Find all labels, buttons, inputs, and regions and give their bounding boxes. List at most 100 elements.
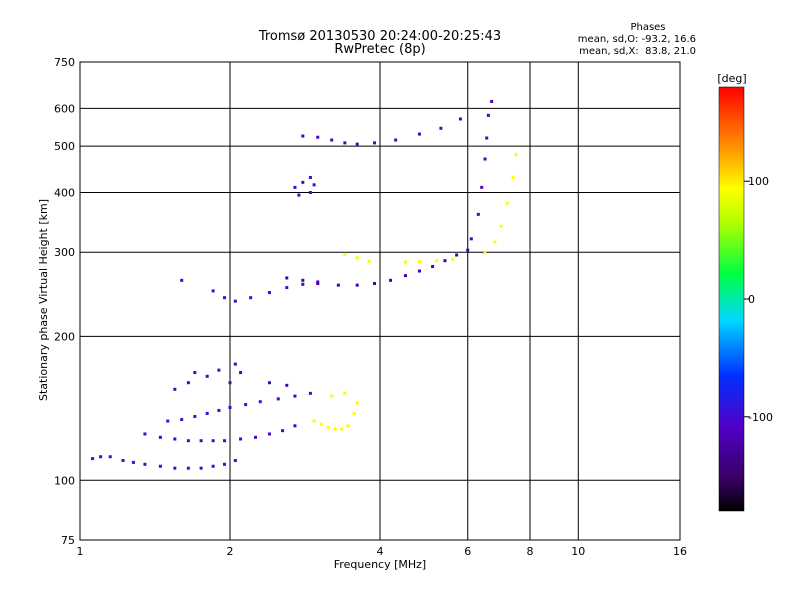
data-point: [285, 286, 289, 290]
data-point: [466, 248, 470, 252]
data-point: [316, 280, 320, 284]
y-tick-label: 500: [54, 140, 75, 153]
data-point: [483, 157, 487, 161]
data-point: [319, 422, 323, 426]
data-point: [228, 405, 232, 409]
data-point: [233, 299, 237, 303]
data-point: [352, 411, 356, 415]
data-point: [394, 138, 398, 142]
data-point: [336, 283, 340, 287]
data-point: [186, 381, 190, 385]
data-point: [340, 427, 344, 431]
data-point: [244, 403, 248, 407]
data-point: [211, 439, 215, 443]
data-point: [281, 429, 285, 433]
data-point: [435, 259, 439, 263]
data-point: [293, 185, 297, 189]
data-point: [373, 141, 377, 145]
data-point: [297, 193, 301, 197]
data-point: [293, 424, 297, 428]
data-point: [223, 439, 227, 443]
data-point: [199, 466, 203, 470]
x-ticks: 1 2 4 6 8 10 16: [77, 545, 688, 558]
data-point: [158, 435, 162, 439]
plot-frame: [79, 61, 681, 541]
data-point: [417, 269, 421, 273]
colorbar-tick-label: 0: [748, 293, 755, 306]
data-point: [193, 414, 197, 418]
data-point: [249, 296, 253, 300]
data-point: [355, 142, 359, 146]
colorbar-tick-label: 100: [748, 175, 769, 188]
data-point: [480, 185, 484, 189]
data-point: [267, 291, 271, 295]
data-point: [253, 435, 257, 439]
y-tick-label: 750: [54, 56, 75, 69]
data-point: [205, 411, 209, 415]
data-point: [486, 113, 490, 117]
data-point: [108, 455, 112, 459]
data-point: [180, 418, 184, 422]
data-point: [99, 455, 103, 459]
data-point: [239, 371, 243, 375]
data-point: [301, 180, 305, 184]
data-point: [205, 374, 209, 378]
data-point: [499, 224, 503, 228]
data-point: [217, 408, 221, 412]
data-point: [228, 381, 232, 385]
data-point: [193, 371, 197, 375]
x-tick-label: 10: [571, 545, 585, 558]
data-point: [308, 175, 312, 179]
data-point: [476, 212, 480, 216]
data-point: [343, 252, 347, 256]
data-point: [346, 424, 350, 428]
data-point: [367, 259, 371, 263]
data-point: [343, 391, 347, 395]
y-tick-label: 200: [54, 330, 75, 343]
data-point: [301, 282, 305, 286]
data-point: [451, 257, 455, 261]
data-point: [403, 260, 407, 264]
data-point: [417, 259, 421, 263]
data-point: [431, 265, 435, 269]
data-point: [493, 240, 497, 244]
data-point: [166, 419, 170, 423]
data-point: [211, 289, 215, 293]
x-tick-label: 6: [464, 545, 471, 558]
data-point: [158, 464, 162, 468]
x-tick-label: 16: [673, 545, 687, 558]
data-point: [173, 466, 177, 470]
data-point: [485, 136, 489, 140]
data-point: [301, 278, 305, 282]
data-point: [285, 276, 289, 280]
data-point: [505, 201, 509, 205]
data-point: [469, 237, 473, 241]
colorbar-tick-label: -100: [748, 411, 773, 424]
data-points: [91, 100, 518, 470]
data-point: [173, 437, 177, 441]
data-point: [326, 425, 330, 429]
data-point: [330, 138, 334, 142]
data-point: [514, 153, 518, 157]
data-point: [267, 381, 271, 385]
data-point: [267, 432, 271, 436]
grid-lines: [80, 62, 680, 540]
data-point: [355, 283, 359, 287]
data-point: [211, 464, 215, 468]
colorbar-ticks: 100 0 -100: [744, 175, 773, 424]
data-point: [455, 253, 459, 257]
data-point: [223, 462, 227, 466]
data-point: [223, 296, 227, 300]
data-point: [293, 394, 297, 398]
y-tick-label: 100: [54, 474, 75, 487]
colorbar: [718, 86, 745, 512]
x-tick-label: 2: [227, 545, 234, 558]
data-point: [355, 401, 359, 405]
chart-subtitle: RwPretec (8p): [334, 42, 425, 57]
data-point: [131, 460, 135, 464]
data-point: [389, 278, 393, 282]
data-point: [417, 132, 421, 136]
data-point: [143, 432, 147, 436]
data-point: [330, 394, 334, 398]
